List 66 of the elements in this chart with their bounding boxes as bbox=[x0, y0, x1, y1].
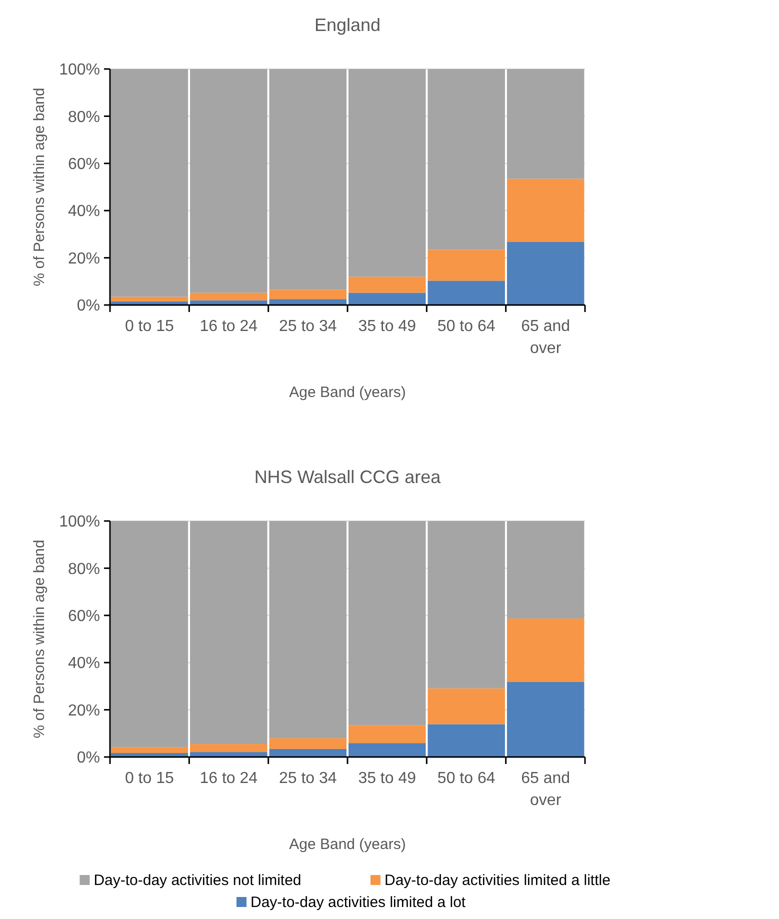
bar bbox=[269, 521, 347, 738]
bar bbox=[428, 724, 505, 757]
bar bbox=[190, 292, 268, 300]
bar bbox=[428, 69, 505, 250]
y-tick-label: 80% bbox=[68, 560, 100, 578]
bar bbox=[269, 738, 347, 749]
bar bbox=[506, 242, 584, 305]
y-tick-label: 60% bbox=[68, 156, 100, 173]
legend-label: Day-to-day activities not limited bbox=[94, 872, 302, 889]
x-tick-label: 50 to 64 bbox=[437, 318, 496, 335]
y-tick-label: 60% bbox=[68, 608, 100, 625]
bar bbox=[506, 618, 584, 682]
bar bbox=[428, 688, 505, 724]
x-tick-label: 65 and over bbox=[521, 770, 570, 809]
bar bbox=[506, 682, 584, 757]
y-tick-label: 100% bbox=[59, 514, 100, 531]
x-tick-label: 50 to 64 bbox=[437, 770, 496, 787]
bar bbox=[110, 296, 188, 302]
bar bbox=[348, 69, 426, 277]
x-tick-label: 16 to 24 bbox=[200, 318, 258, 335]
bar bbox=[190, 521, 268, 744]
x-tick-label: 0 to 15 bbox=[124, 770, 174, 787]
bar bbox=[428, 521, 505, 688]
bar bbox=[190, 69, 268, 293]
y-tick-label: 100% bbox=[59, 62, 100, 79]
bar bbox=[190, 752, 268, 757]
chart-title: England bbox=[314, 15, 381, 35]
x-tick-label: 0 to 15 bbox=[124, 318, 174, 335]
chart-title: NHS Walsall CCG area bbox=[254, 467, 442, 487]
bar bbox=[348, 521, 426, 726]
y-tick-label: 20% bbox=[68, 250, 100, 268]
bar bbox=[506, 69, 584, 179]
y-tick-label: 80% bbox=[68, 108, 100, 126]
y-tick-label: 40% bbox=[68, 655, 100, 672]
bar bbox=[348, 743, 426, 757]
x-tick-label: 35 to 49 bbox=[358, 770, 416, 787]
bar bbox=[269, 69, 347, 290]
x-tick-label: 25 to 34 bbox=[278, 770, 337, 787]
bar bbox=[348, 725, 426, 744]
x-tick-label: 25 to 34 bbox=[278, 318, 337, 335]
bar bbox=[348, 292, 426, 305]
bar bbox=[506, 178, 584, 242]
y-tick-label: 0% bbox=[76, 298, 100, 315]
bar bbox=[428, 280, 505, 305]
bar bbox=[110, 521, 188, 748]
bar bbox=[269, 299, 347, 305]
y-tick-label: 20% bbox=[68, 702, 100, 720]
bar bbox=[348, 276, 426, 293]
x-axis-title: Age Band (years) bbox=[289, 836, 406, 853]
bar bbox=[269, 748, 347, 757]
legend-label: Day-to-day activities limited a lot bbox=[250, 894, 466, 911]
bar bbox=[506, 521, 584, 618]
y-tick-label: 40% bbox=[68, 203, 100, 220]
bar bbox=[428, 250, 505, 281]
y-tick-label: 0% bbox=[76, 750, 100, 767]
x-tick-label: 16 to 24 bbox=[200, 770, 258, 787]
bar bbox=[269, 290, 347, 300]
legend-label: Day-to-day activities limited a little bbox=[384, 872, 610, 889]
y-axis-title: % of Persons within age band bbox=[31, 540, 48, 738]
x-axis-title: Age Band (years) bbox=[289, 384, 406, 401]
bar bbox=[190, 744, 268, 752]
y-axis-title: % of Persons within age band bbox=[31, 88, 48, 286]
bar bbox=[110, 69, 188, 297]
bar bbox=[110, 747, 188, 753]
x-tick-label: 65 and over bbox=[521, 318, 570, 357]
x-tick-label: 35 to 49 bbox=[358, 318, 416, 335]
